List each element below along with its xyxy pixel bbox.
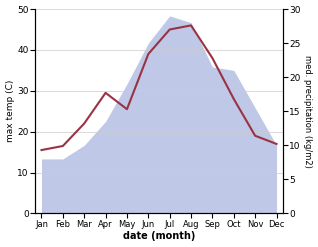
Y-axis label: max temp (C): max temp (C) xyxy=(5,80,15,143)
Y-axis label: med. precipitation (kg/m2): med. precipitation (kg/m2) xyxy=(303,55,313,168)
X-axis label: date (month): date (month) xyxy=(123,231,195,242)
